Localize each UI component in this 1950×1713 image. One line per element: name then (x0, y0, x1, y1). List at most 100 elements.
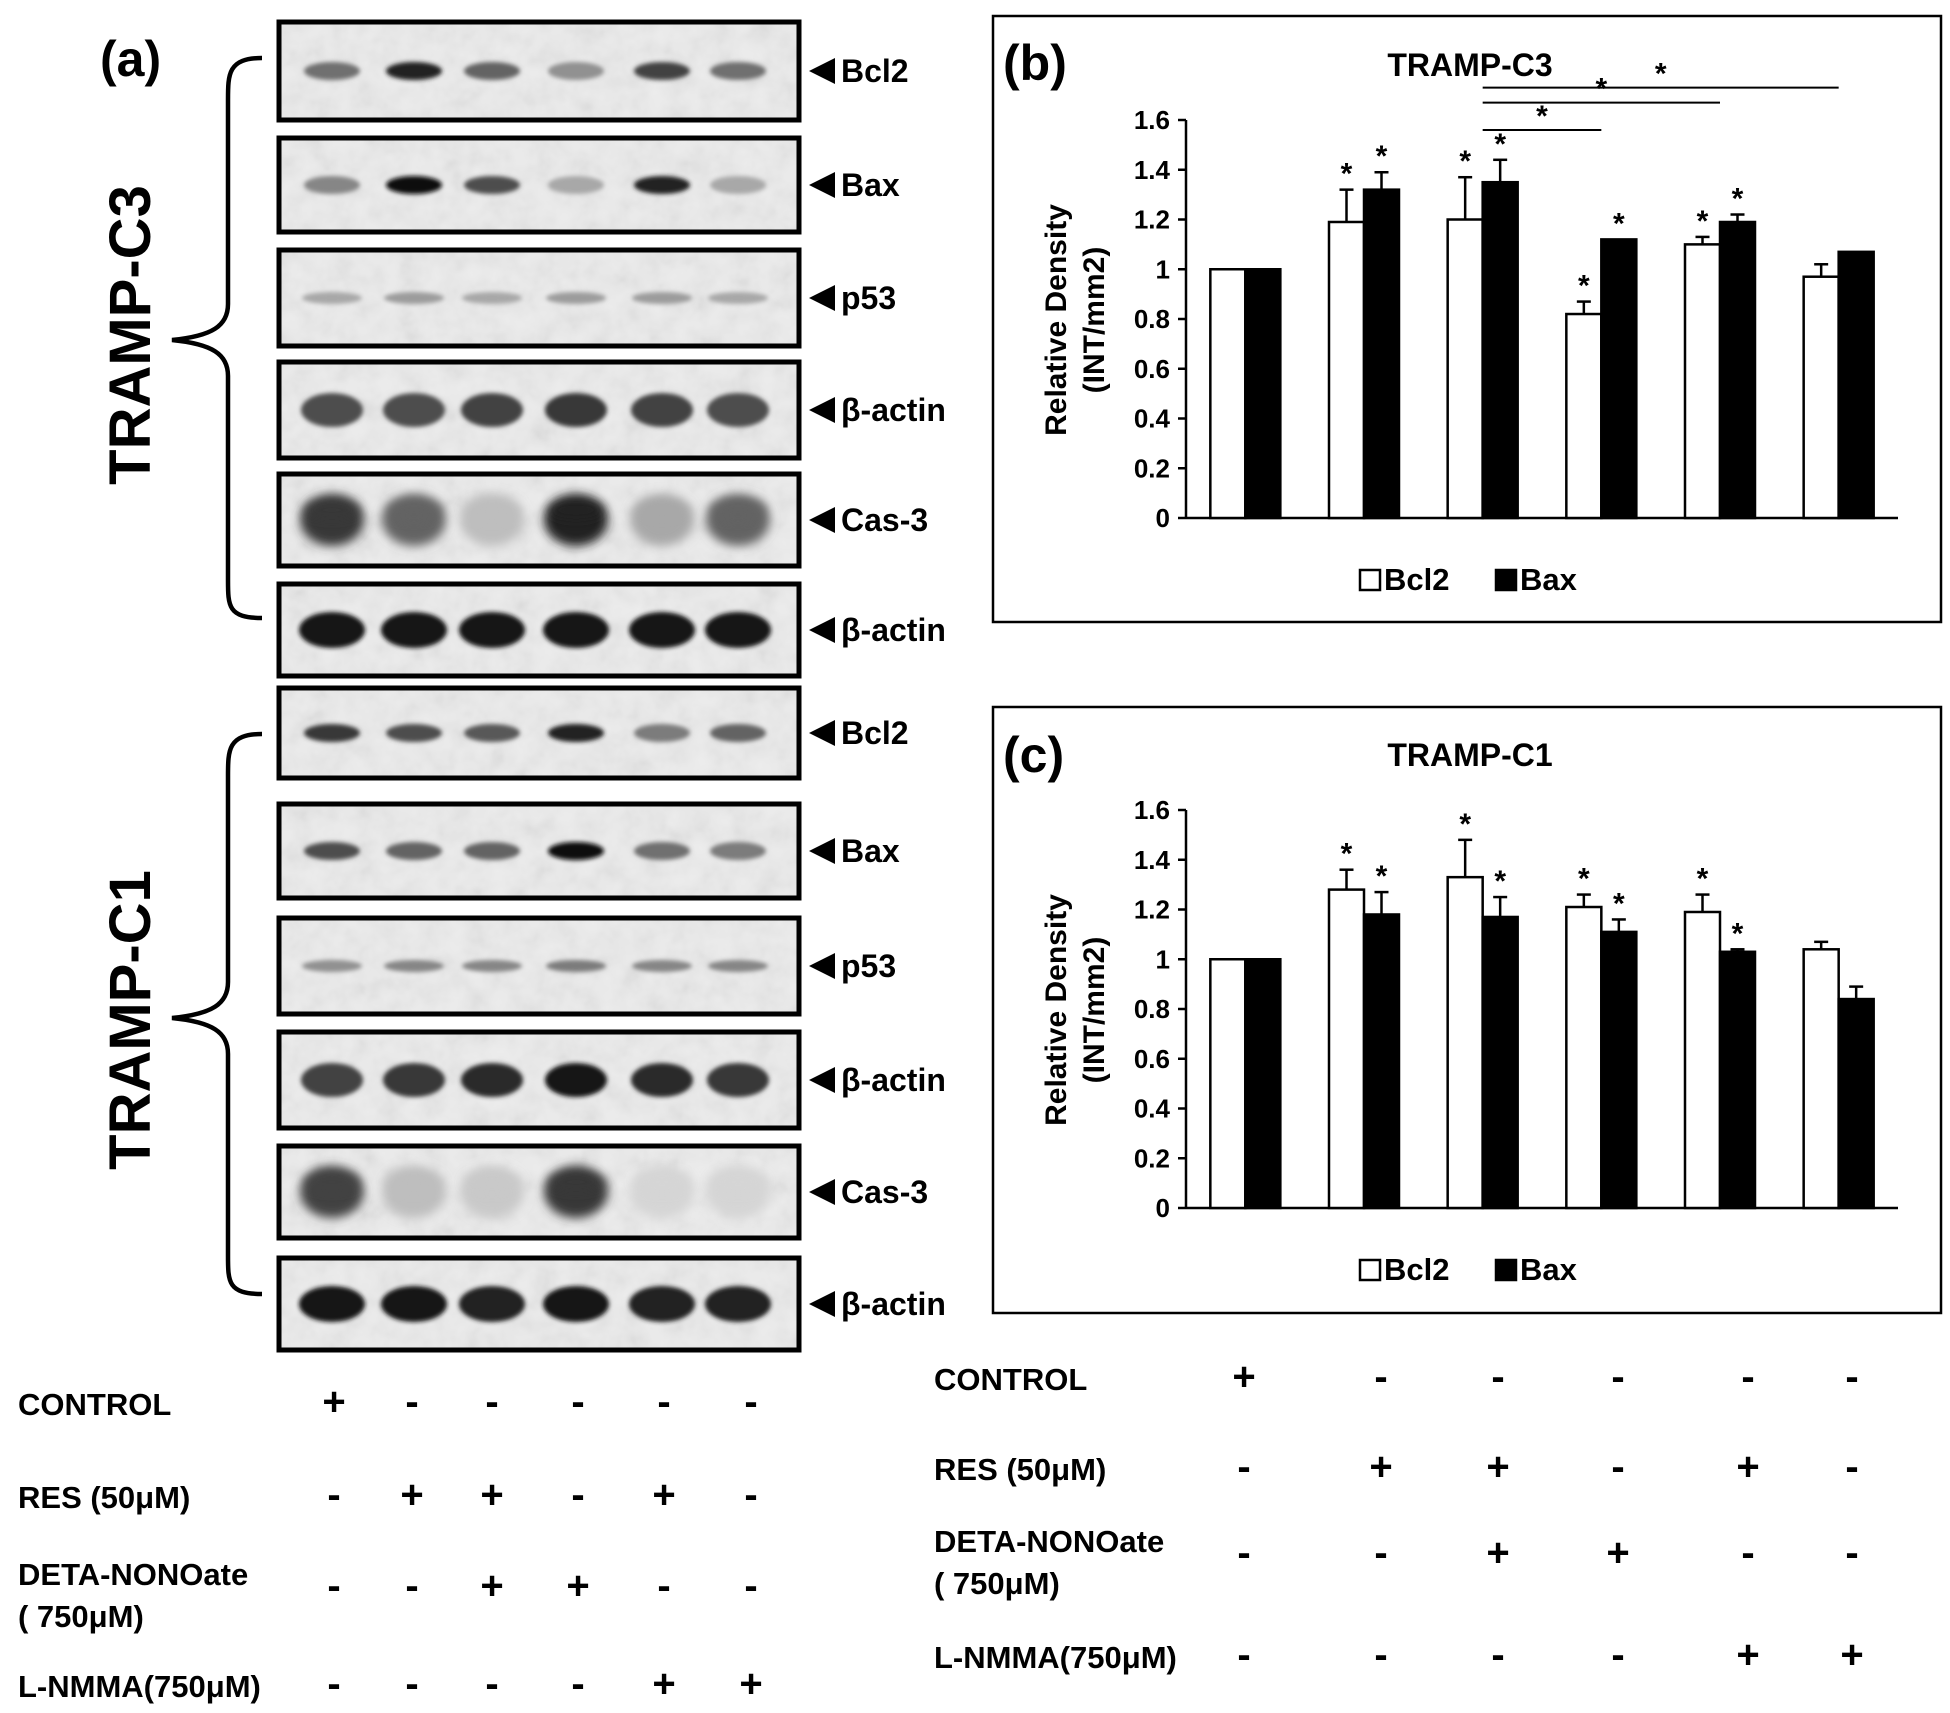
bar-bcl2-1 (1327, 220, 1366, 520)
blot-label: Bcl2 (841, 53, 909, 89)
panel-c: (c) TRAMP-C1 Relative Density (INT/mm2) … (991, 705, 1943, 1315)
bar-bax-2 (1481, 180, 1519, 520)
bar-bax-4 (1718, 950, 1757, 1210)
band (708, 292, 768, 304)
blot-7: Bax (276, 801, 900, 901)
y-tick-label: 0 (1156, 1193, 1170, 1223)
treatment-mark: - (1845, 1355, 1858, 1399)
panel-c-ylabel: Relative Density (INT/mm2) (1040, 894, 1111, 1126)
treatment-mark: + (1232, 1355, 1255, 1399)
band (543, 1286, 609, 1322)
band (386, 176, 442, 194)
treatment-mark: - (405, 1380, 418, 1424)
panel-b-ylabel: Relative Density (INT/mm2) (1040, 204, 1111, 436)
y-tick-label: 1.2 (1134, 895, 1170, 925)
treatment-row-1: RES (50μM) - + + - + - (18, 1473, 758, 1517)
blot-arrow-icon (809, 1291, 835, 1317)
y-tick-label: 1.6 (1134, 105, 1170, 135)
band (301, 393, 363, 427)
blot-label: Bax (841, 833, 900, 869)
band-smear (386, 1172, 442, 1192)
blot-frame (276, 471, 802, 569)
treatment-mark: + (1369, 1445, 1392, 1489)
legend-label-bcl2: Bcl2 (1384, 1252, 1449, 1287)
blot-4: Cas-3 (276, 471, 928, 569)
y-tick-label: 1.6 (1134, 795, 1170, 825)
treatment-mark: - (1845, 1445, 1858, 1489)
bar-bax-4 (1718, 220, 1757, 520)
panel-a-label: (a) (100, 31, 161, 87)
significance-star: * (1494, 865, 1506, 898)
treatment-row-0: CONTROL + - - - - - (934, 1355, 1859, 1399)
treatment-row-3: L-NMMA(750μM) - - - - + + (934, 1633, 1864, 1677)
band (632, 292, 692, 304)
band-smear (548, 500, 604, 520)
band (384, 960, 444, 972)
panel-c-label: (c) (1003, 727, 1064, 783)
band (710, 62, 766, 80)
y-tick-label: 0 (1156, 503, 1170, 533)
treatment-row-2: DETA-NONOate ( 750μM) - - + + - - (934, 1524, 1859, 1601)
panel-c-title: TRAMP-C1 (1387, 737, 1552, 773)
band (548, 62, 604, 80)
significance-star: * (1578, 863, 1590, 896)
significance-star: * (1732, 183, 1744, 216)
bar-bax-0 (1244, 268, 1282, 520)
bar-bcl2-0 (1209, 268, 1247, 520)
significance-star: * (1376, 860, 1388, 893)
blot-label: β-actin (841, 612, 946, 648)
band (299, 612, 365, 648)
panel-c-plot: 0 0.2 0.4 0.6 0.8 1 1.2 1.4 1.6 * * * * * * * * Bcl2 Bax (1134, 795, 1898, 1287)
treatment-label-line2: ( 750μM) (934, 1566, 1060, 1601)
band (386, 62, 442, 80)
treatment-mark: - (1237, 1531, 1250, 1575)
band-smear (464, 1172, 520, 1192)
treatment-mark: - (1611, 1445, 1624, 1489)
band (464, 724, 520, 742)
band (304, 842, 360, 860)
y-tick-label: 0.8 (1134, 994, 1170, 1024)
treatment-mark: - (657, 1564, 670, 1608)
significance-star: * (1578, 270, 1590, 303)
significance-star: * (1613, 207, 1625, 240)
blot-frame (276, 135, 802, 235)
significance-bracket-star: * (1595, 73, 1607, 106)
treatment-mark: - (571, 1380, 584, 1424)
band (543, 612, 609, 648)
band (462, 292, 522, 304)
band-smear (634, 1172, 690, 1192)
blot-frame (276, 19, 802, 123)
band (629, 612, 695, 648)
band (710, 176, 766, 194)
significance-star: * (1697, 863, 1709, 896)
treatment-mark: + (480, 1564, 503, 1608)
bar-bcl2-5 (1802, 948, 1840, 1210)
brace-c3 (171, 55, 263, 621)
treatment-label: RES (50μM) (934, 1452, 1106, 1487)
treatment-mark: + (400, 1473, 423, 1517)
significance-star: * (1732, 917, 1744, 950)
blot-label: β-actin (841, 1286, 946, 1322)
panel-b-label: (b) (1003, 35, 1067, 91)
band (545, 1063, 607, 1097)
treatment-mark: - (744, 1380, 757, 1424)
treatment-mark: - (1741, 1531, 1754, 1575)
blot-frame (276, 915, 802, 1017)
band (546, 960, 606, 972)
bar-bax-5 (1837, 250, 1875, 520)
band (459, 612, 525, 648)
treatment-label: L-NMMA(750μM) (18, 1669, 261, 1704)
bar-bax-1 (1362, 913, 1401, 1210)
bar-bax-1 (1362, 188, 1401, 520)
treatment-label: CONTROL (934, 1362, 1087, 1397)
panel-c-ylabel-line2: (INT/mm2) (1078, 937, 1111, 1084)
treatment-label: CONTROL (18, 1387, 171, 1422)
legend: Bcl2 Bax (1358, 1252, 1578, 1287)
blot-frame (276, 1143, 802, 1241)
band-smear (710, 500, 766, 520)
band (545, 393, 607, 427)
treatment-mark: - (1611, 1355, 1624, 1399)
bar-bax-2 (1481, 915, 1519, 1210)
treatment-mark: - (1237, 1633, 1250, 1677)
band (548, 724, 604, 742)
